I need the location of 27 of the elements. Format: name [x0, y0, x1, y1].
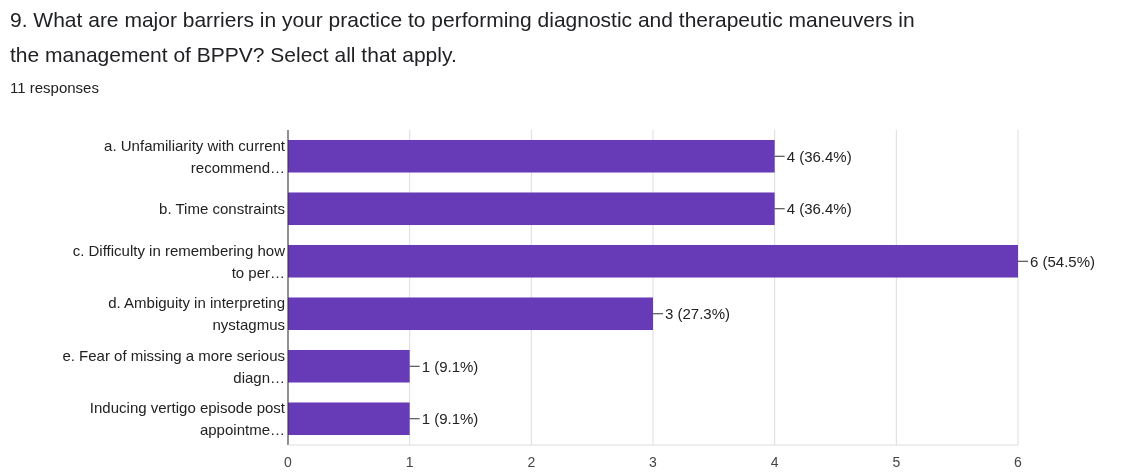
- data-label: 3 (27.3%): [665, 305, 731, 322]
- y-tick-label: c. Difficulty in remembering how to per…: [72, 241, 286, 281]
- bar: [288, 349, 410, 383]
- x-tick-label: 4: [770, 454, 779, 470]
- y-tick-label: e. Fear of missing a more serious diagn…: [62, 346, 285, 386]
- bar: [288, 244, 1018, 278]
- x-tick-label: 5: [892, 454, 901, 470]
- data-label: 1 (9.1%): [421, 410, 479, 427]
- bar: [288, 192, 775, 226]
- y-tick-label: d. Ambiguity in interpreting nystagmus: [108, 294, 285, 333]
- x-tick-label: 2: [527, 454, 536, 470]
- text: 11 responses: [10, 79, 99, 96]
- data-label: 1 (9.1%): [421, 357, 479, 375]
- x-tick-label: 6: [1014, 454, 1023, 470]
- data-label: 4 (36.4%): [786, 147, 852, 165]
- data-label: 6 (54.5%): [1030, 252, 1096, 270]
- chart-title: 9. What are major barriers in your practice to performing diagnostic and therapeutic maneuvers in the management of BPPV? Select all that apply.: [10, 8, 915, 66]
- x-tick-label: 1: [405, 454, 414, 470]
- x-tick-label: 3: [649, 454, 658, 470]
- y-tick-label: b. Time constraints: [159, 200, 285, 217]
- bar: [288, 402, 410, 436]
- data-label: 4 (36.4%): [786, 200, 852, 217]
- bar: [288, 297, 653, 331]
- x-tick-label: 0: [284, 454, 293, 470]
- y-tick-label: Inducing vertigo episode post appointme…: [89, 399, 286, 438]
- bar: [288, 139, 775, 173]
- y-tick-label: a. Unfamiliarity with current recommend…: [104, 136, 286, 176]
